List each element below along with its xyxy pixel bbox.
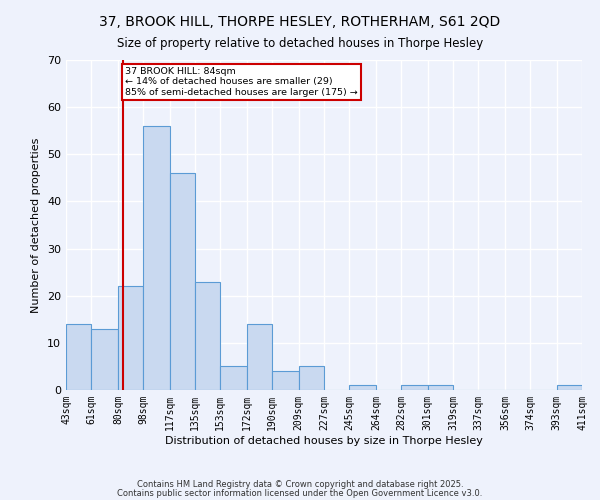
Text: 37 BROOK HILL: 84sqm
← 14% of detached houses are smaller (29)
85% of semi-detac: 37 BROOK HILL: 84sqm ← 14% of detached h… [125, 67, 358, 97]
Text: Contains public sector information licensed under the Open Government Licence v3: Contains public sector information licen… [118, 488, 482, 498]
Text: 37, BROOK HILL, THORPE HESLEY, ROTHERHAM, S61 2QD: 37, BROOK HILL, THORPE HESLEY, ROTHERHAM… [100, 15, 500, 29]
Y-axis label: Number of detached properties: Number of detached properties [31, 138, 41, 312]
Bar [349, 386, 376, 390]
Bar [428, 386, 453, 390]
Bar [557, 386, 582, 390]
Text: Size of property relative to detached houses in Thorpe Hesley: Size of property relative to detached ho… [117, 38, 483, 51]
Text: Contains HM Land Registry data © Crown copyright and database right 2025.: Contains HM Land Registry data © Crown c… [137, 480, 463, 489]
Bar [299, 366, 324, 390]
Bar [170, 173, 195, 390]
Bar [220, 366, 247, 390]
Bar [118, 286, 143, 390]
Bar [195, 282, 220, 390]
Bar [272, 371, 299, 390]
Bar [401, 386, 428, 390]
X-axis label: Distribution of detached houses by size in Thorpe Hesley: Distribution of detached houses by size … [165, 436, 483, 446]
Bar [66, 324, 91, 390]
Bar [91, 328, 118, 390]
Bar [247, 324, 272, 390]
Bar [143, 126, 170, 390]
